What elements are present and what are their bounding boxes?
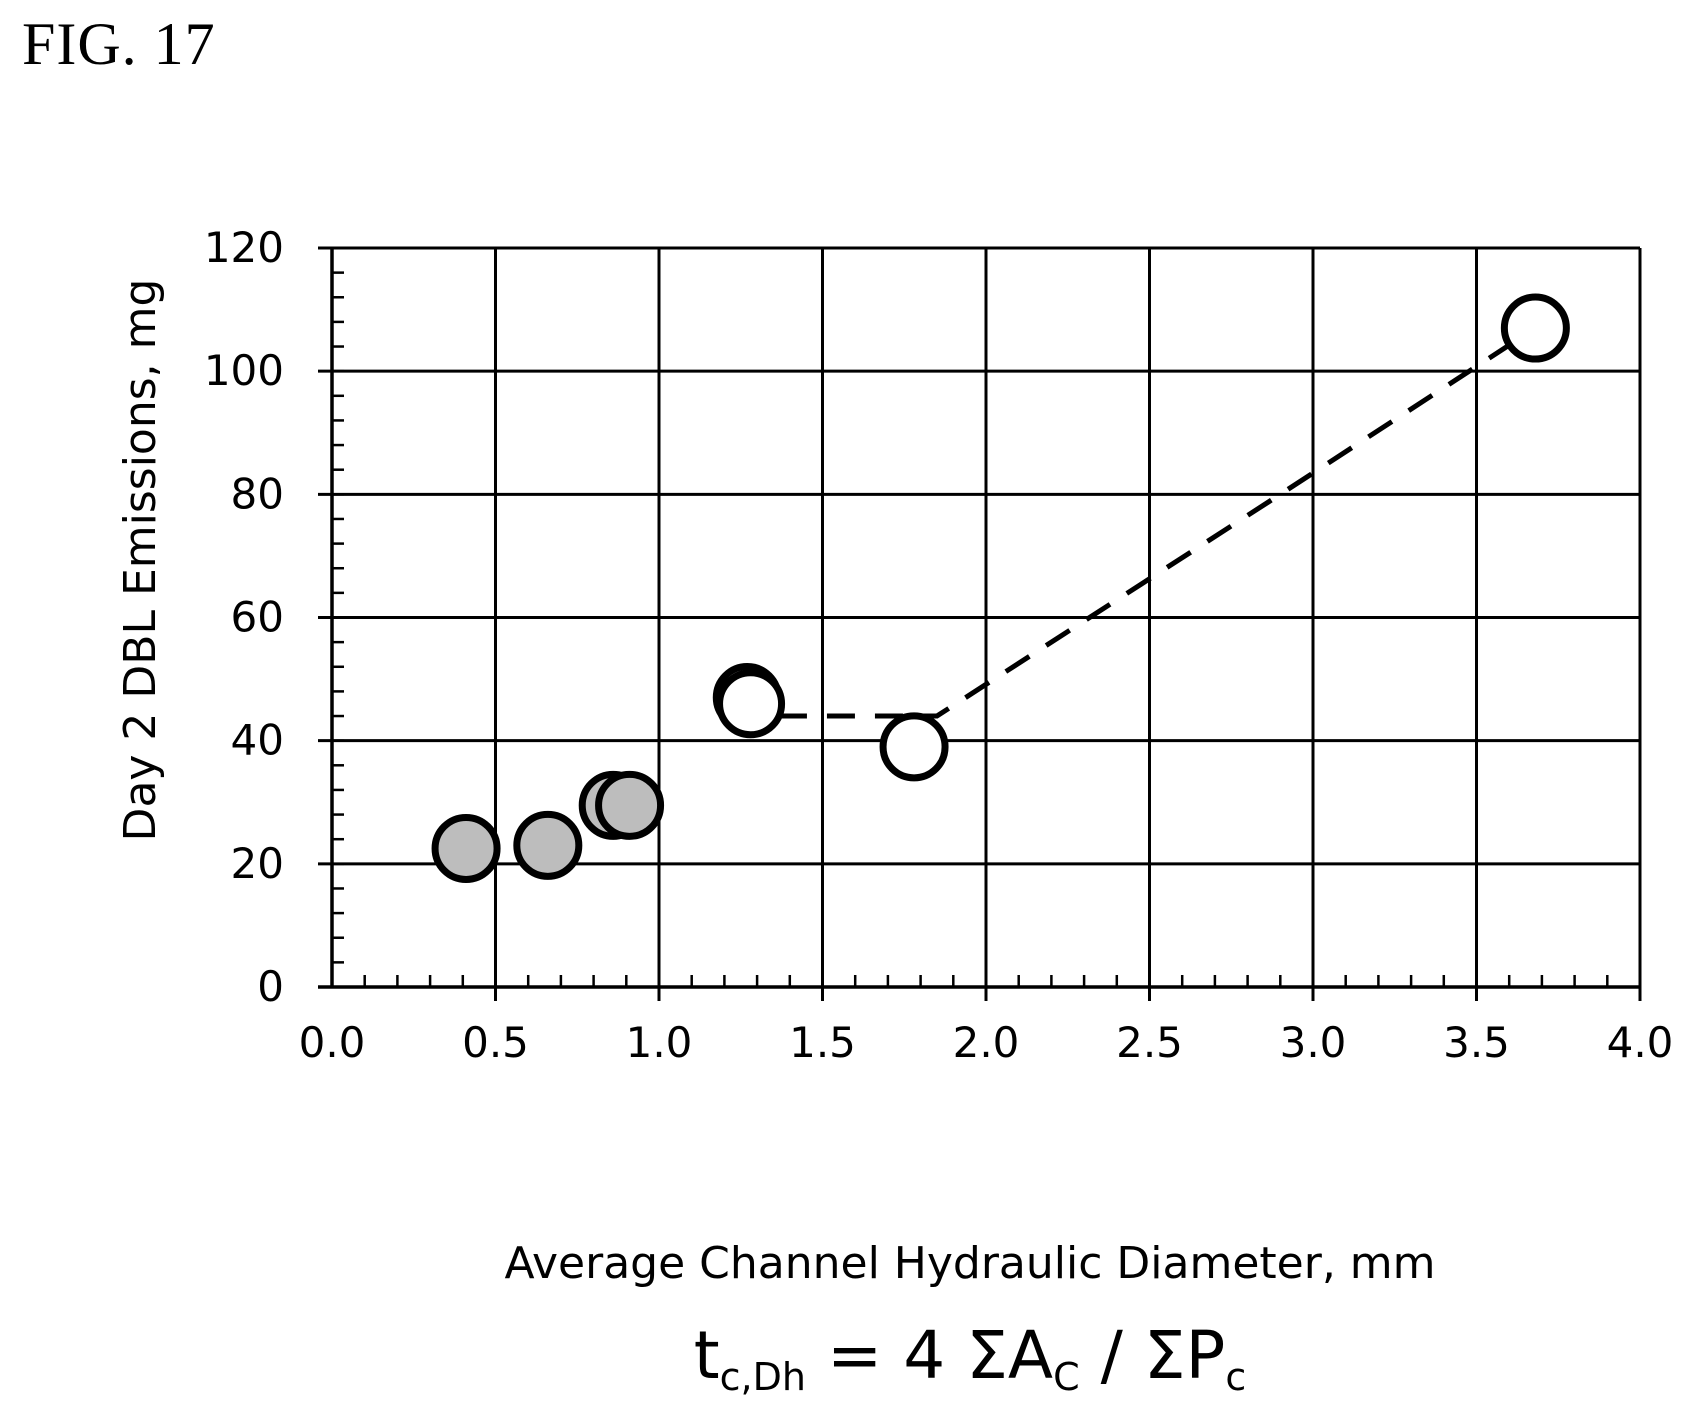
y-tick-labels: 0 20 40 60 80 100 120 bbox=[204, 223, 284, 1011]
open-data-point bbox=[879, 712, 949, 782]
filled-data-point bbox=[513, 810, 583, 880]
formula-sub-c2: c bbox=[1225, 1355, 1246, 1399]
x-tick-label: 3.5 bbox=[1443, 1018, 1510, 1067]
x-tick-label: 2.5 bbox=[1116, 1018, 1183, 1067]
trendline-path bbox=[730, 325, 1537, 719]
formula-sub-cdh: c,Dh bbox=[720, 1355, 806, 1399]
x-tick-label: 1.0 bbox=[626, 1018, 693, 1067]
data-points bbox=[431, 293, 1570, 883]
open-data-point bbox=[1500, 293, 1570, 363]
minor-ticks bbox=[330, 246, 1642, 989]
y-tick-label: 80 bbox=[231, 469, 284, 518]
y-tick-label: 120 bbox=[204, 223, 284, 272]
y-tick-label: 20 bbox=[231, 839, 284, 888]
open-data-point bbox=[716, 669, 786, 739]
formula-sub-c1: C bbox=[1053, 1355, 1080, 1399]
formula: tc,Dh = 4 ΣAC / ΣPc bbox=[694, 1317, 1246, 1399]
x-tick-label: 0.5 bbox=[462, 1018, 529, 1067]
formula-t: t bbox=[694, 1317, 720, 1394]
y-tick-label: 60 bbox=[231, 593, 284, 642]
x-tick-label: 4.0 bbox=[1607, 1018, 1674, 1067]
x-tick-labels: 0.0 0.5 1.0 1.5 2.0 2.5 3.0 3.5 4.0 bbox=[299, 1018, 1674, 1067]
axes bbox=[318, 248, 1640, 989]
x-tick-label: 1.5 bbox=[789, 1018, 856, 1067]
filled-data-point bbox=[431, 813, 501, 883]
formula-mid: / ΣP bbox=[1080, 1317, 1226, 1394]
y-tick-label: 100 bbox=[204, 346, 284, 395]
y-tick-label: 40 bbox=[231, 716, 284, 765]
y-axis-title: Day 2 DBL Emissions, mg bbox=[115, 279, 166, 842]
grid-lines bbox=[318, 246, 1642, 1001]
filled-data-point bbox=[595, 770, 665, 840]
formula-eq: = 4 ΣA bbox=[806, 1317, 1053, 1394]
x-tick-label: 2.0 bbox=[953, 1018, 1020, 1067]
x-axis-title: Average Channel Hydraulic Diameter, mm bbox=[504, 1238, 1435, 1289]
x-tick-label: 0.0 bbox=[299, 1018, 366, 1067]
figure-label: FIG. 17 bbox=[22, 11, 216, 77]
y-tick-label: 0 bbox=[257, 962, 284, 1011]
x-tick-label: 3.0 bbox=[1280, 1018, 1347, 1067]
trendline bbox=[730, 325, 1537, 719]
